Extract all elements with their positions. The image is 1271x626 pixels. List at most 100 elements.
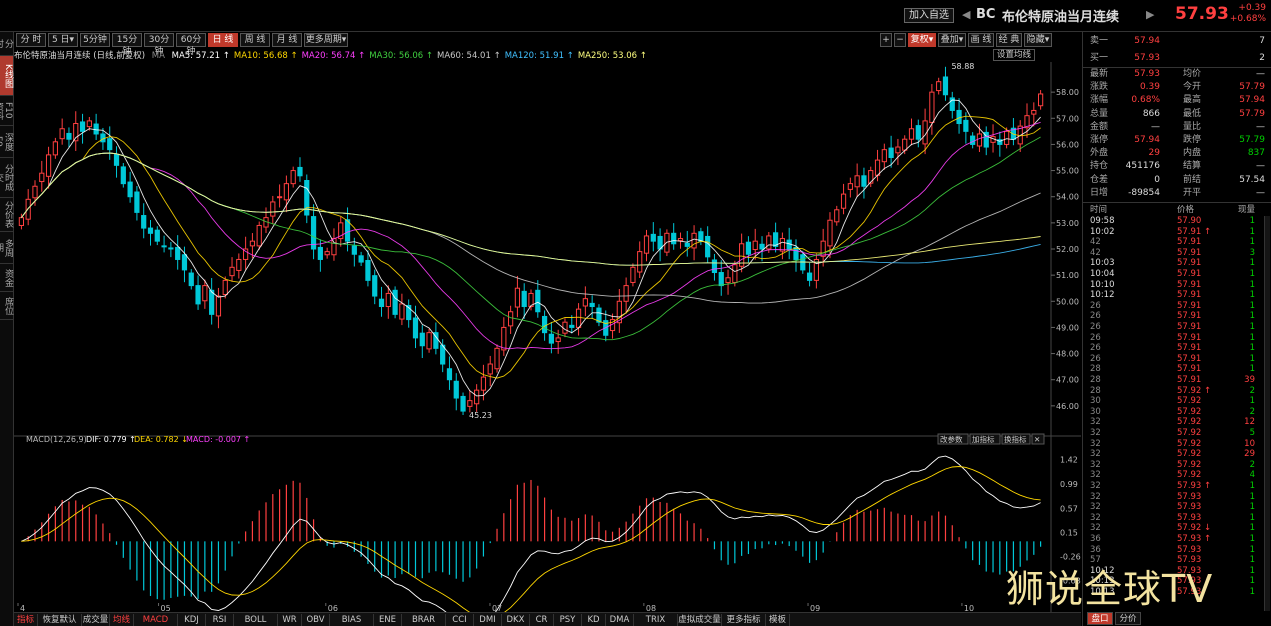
period-button-9[interactable]: 更多周期▾ xyxy=(304,33,348,47)
add-to-watchlist-button[interactable]: 加入自选 xyxy=(904,8,954,23)
quote-label: 外盘 xyxy=(1090,148,1109,159)
price-chart[interactable]: 58.00 57.00 56.00 55.00 54.00 53.00 52.00 51.00… xyxy=(14,62,1081,612)
chart-tool-5[interactable]: 经 典 xyxy=(996,33,1022,47)
candle-body xyxy=(847,183,853,190)
ma-legend-item-6: MA250: 53.06 ↑ xyxy=(577,51,647,61)
candle-body xyxy=(1037,93,1044,107)
chart-tool-0[interactable]: + xyxy=(880,33,892,47)
indicator-tab-17[interactable]: PSY xyxy=(554,614,582,626)
ma5-line xyxy=(21,99,1041,397)
tick-price: 57.92 xyxy=(1177,449,1202,460)
macd-dif: DIF: 0.779 ↑ xyxy=(86,435,136,444)
indicator-tab-15[interactable]: DKX xyxy=(502,614,530,626)
left-tab-5[interactable]: 分价表 xyxy=(0,198,13,232)
candle-body xyxy=(446,368,453,381)
indicator-tab-2[interactable]: 成交量 xyxy=(82,614,110,626)
tick-price: 57.93 xyxy=(1177,587,1202,597)
indicator-tab-18[interactable]: KD xyxy=(582,614,606,626)
quote-value: 57.79 xyxy=(1239,82,1265,93)
tick-time: 32 xyxy=(1090,459,1101,470)
quote-bottom-tab-1[interactable]: 分价 xyxy=(1115,612,1141,625)
candle-body xyxy=(222,279,228,295)
indicator-tab-9[interactable]: OBV xyxy=(302,614,330,626)
candle-body xyxy=(806,272,813,281)
left-tab-2[interactable]: F10资料 xyxy=(0,96,13,126)
indicator-tab-22[interactable]: 更多指标 xyxy=(722,614,766,626)
left-tab-8[interactable]: 席位 xyxy=(0,292,13,320)
macd-button-2[interactable] xyxy=(1001,433,1031,445)
indicator-tab-1[interactable]: 恢复默认 xyxy=(38,614,82,626)
tick-price: 57.92 xyxy=(1177,396,1202,407)
indicator-tab-0[interactable]: 指标 xyxy=(14,614,38,626)
quote-label: 开平 xyxy=(1183,187,1202,198)
candle-body xyxy=(976,133,983,147)
candle-body xyxy=(270,201,276,217)
ma-label[interactable]: MA xyxy=(151,51,165,61)
indicator-tab-5[interactable]: KDJ xyxy=(178,614,206,626)
period-button-6[interactable]: 日 线 xyxy=(208,33,238,47)
macd-button-label[interactable]: ✕ xyxy=(1034,435,1040,444)
left-tab-7[interactable]: 资金 xyxy=(0,264,13,292)
macd-button-0[interactable] xyxy=(937,433,969,445)
candle-body xyxy=(236,258,242,271)
candle-body xyxy=(677,238,684,242)
tick-price: 57.93 xyxy=(1177,565,1202,576)
tick-price: 57.93 ↑ xyxy=(1177,481,1212,491)
quote-value: 57.79 xyxy=(1239,135,1265,145)
left-tab-3[interactable]: 深度F9 xyxy=(0,126,13,158)
prev-symbol-icon[interactable]: ◀ xyxy=(962,8,971,21)
indicator-tab-16[interactable]: CR xyxy=(530,614,554,626)
ticks-scrollbar[interactable] xyxy=(1264,216,1270,611)
chart-tool-4[interactable]: 画 线 xyxy=(968,33,994,47)
indicator-tab-7[interactable]: BOLL xyxy=(234,614,278,626)
macd-button-label[interactable]: 换指标 xyxy=(1004,434,1027,444)
indicator-tab-3[interactable]: 均线 xyxy=(110,614,134,626)
left-tab-0[interactable]: 分时图 xyxy=(0,32,13,56)
tick-time: 26 xyxy=(1090,322,1101,332)
indicator-tab-13[interactable]: CCI xyxy=(446,614,474,626)
chart-tool-1[interactable]: − xyxy=(894,33,906,47)
chart-tool-3[interactable]: 叠加▾ xyxy=(938,33,966,47)
quote-value: — xyxy=(1256,187,1265,198)
period-button-7[interactable]: 周 线 xyxy=(240,33,270,47)
candle-body xyxy=(147,227,154,234)
period-button-5[interactable]: 60分钟 xyxy=(176,33,206,57)
left-tab-4[interactable]: 分时成交 xyxy=(0,158,13,198)
indicator-tab-6[interactable]: RSI xyxy=(206,614,234,626)
candle-body xyxy=(970,135,976,145)
indicator-tab-19[interactable]: DMA xyxy=(606,614,634,626)
period-button-3[interactable]: 15分钟 xyxy=(112,33,142,57)
period-button-4[interactable]: 30分钟 xyxy=(144,33,174,57)
macd-button-label[interactable]: 加指标 xyxy=(972,434,995,444)
quote-row: 涨停 57.94 跌停 57.79 xyxy=(1087,134,1269,146)
chart-tool-6[interactable]: 隐藏▾ xyxy=(1024,33,1052,47)
chart-tool-2[interactable]: 复权▾ xyxy=(908,33,936,47)
indicator-tab-14[interactable]: DMI xyxy=(474,614,502,626)
period-button-0[interactable]: 分 时 xyxy=(16,33,46,47)
indicator-tab-4[interactable]: MACD xyxy=(134,614,178,626)
period-button-2[interactable]: 5分钟 xyxy=(80,33,110,47)
macd-button-1[interactable] xyxy=(969,433,1001,445)
indicator-tab-8[interactable]: WR xyxy=(278,614,302,626)
ma-legend-item-1: MA10: 56.68 ↑ xyxy=(233,51,298,61)
tick-price: 57.91 ↑ xyxy=(1177,226,1212,237)
indicator-tab-20[interactable]: TRIX xyxy=(634,614,678,626)
indicator-tab-11[interactable]: ENE xyxy=(374,614,402,626)
quote-bottom-tab-0[interactable]: 盘口 xyxy=(1087,612,1113,625)
indicator-tab-21[interactable]: 虚拟成交量 xyxy=(678,614,722,626)
tick-row: 42 57.91 3 xyxy=(1087,248,1269,259)
left-tab-1[interactable]: K线图 xyxy=(0,56,13,96)
tick-time: 10:04 xyxy=(1090,269,1115,279)
macd-button-3[interactable] xyxy=(1031,433,1045,445)
indicator-tab-10[interactable]: BIAS xyxy=(330,614,374,626)
indicator-tab-23[interactable]: 模板 xyxy=(766,614,790,626)
tick-time: 42 xyxy=(1090,237,1101,248)
tick-volume: 2 xyxy=(1249,385,1255,396)
left-tab-6[interactable]: 多周期 xyxy=(0,232,13,264)
indicator-tab-12[interactable]: BRAR xyxy=(402,614,446,626)
set-ma-button[interactable]: 设置均线 xyxy=(993,49,1036,61)
period-button-8[interactable]: 月 线 xyxy=(272,33,302,47)
period-button-1[interactable]: 5 日▾ xyxy=(48,33,78,47)
macd-button-label[interactable]: 改参数 xyxy=(940,434,963,444)
next-symbol-icon[interactable]: ▶ xyxy=(1146,8,1155,21)
